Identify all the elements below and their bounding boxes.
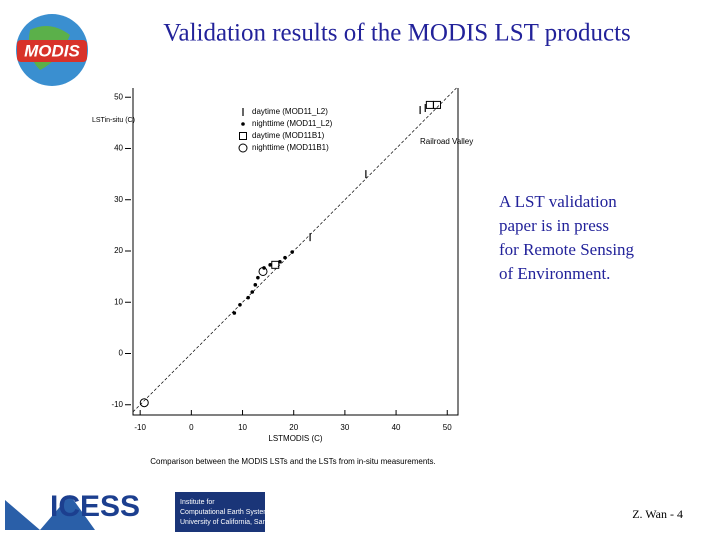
point [258,266,268,276]
slide-title: Validation results of the MODIS LST prod… [163,20,631,47]
institute-line: Computational Earth System Science [180,509,296,516]
logo-wave [5,495,95,530]
chart: -10 0 10 20 30 40 50 -10 0 10 20 30 40 50 LSTMODIS (C)… [92,87,473,466]
y-tick-label: -10 [111,400,123,409]
icess-text: ICESS [50,490,140,523]
y-tick-label: 0 [119,349,124,358]
point [232,311,237,315]
x-tick-label: 50 [443,423,452,432]
x-tick-label: 10 [238,423,247,432]
body-line: of Environment. [499,264,610,283]
body-line: A LST validation [499,192,617,211]
body-text: A LST validation paper is in press for Rem… [499,192,635,283]
legend-marker [241,122,245,126]
point [283,255,287,260]
legend-marker [239,132,247,140]
legend-label: nighttime (MOD11B1) [252,143,329,152]
y-tick-label: 40 [114,144,123,153]
annotation: Railroad Valley [420,137,473,146]
point [271,260,280,269]
point [250,290,255,294]
institute-text: Institute for Computational Earth System … [180,499,299,526]
x-tick-label: 0 [189,423,194,432]
legend-label: nighttime (MOD11_L2) [252,119,333,128]
point [256,275,260,280]
y-axis-label: LSTin-situ (C) [92,117,135,124]
x-axis-label: LSTMODIS (C) [268,434,323,443]
institute-line: University of California, Santa Barbara [180,519,299,526]
point [433,100,442,109]
legend-label: daytime (MOD11B1) [252,131,325,140]
x-tick-label: 30 [340,423,349,432]
x-tick-label: 40 [392,423,401,432]
point [290,250,294,254]
x-tick-label: 20 [289,423,298,432]
icess-logo: ICESS Institute for Computational Earth S… [5,490,299,532]
legend-marker [238,143,248,153]
logo-text: MODIS [24,41,80,60]
y-tick-label: 20 [114,246,123,255]
x-tick-label: -10 [134,423,146,432]
y-tick-label: 50 [114,92,123,101]
point [139,398,149,408]
point [253,283,258,287]
axis-frame [132,88,459,416]
legend-label: daytime (MOD11_L2) [252,107,328,116]
point [238,303,242,307]
body-line: for Remote Sensing [499,240,635,259]
point [425,100,434,109]
one-to-one-line [132,87,457,413]
institute-box [175,492,265,532]
footer: Z. Wan - 4 [632,507,683,521]
caption: Comparison between the MODIS LSTs and th… [150,457,435,466]
logo-band [17,40,87,62]
institute-line: Institute for [180,499,215,506]
y-tick-label: 30 [114,195,123,204]
point [246,295,250,300]
point [268,263,272,267]
modis-logo: MODIS [16,14,88,86]
body-line: paper is in press [499,216,609,235]
y-tick-label: 10 [114,297,123,306]
